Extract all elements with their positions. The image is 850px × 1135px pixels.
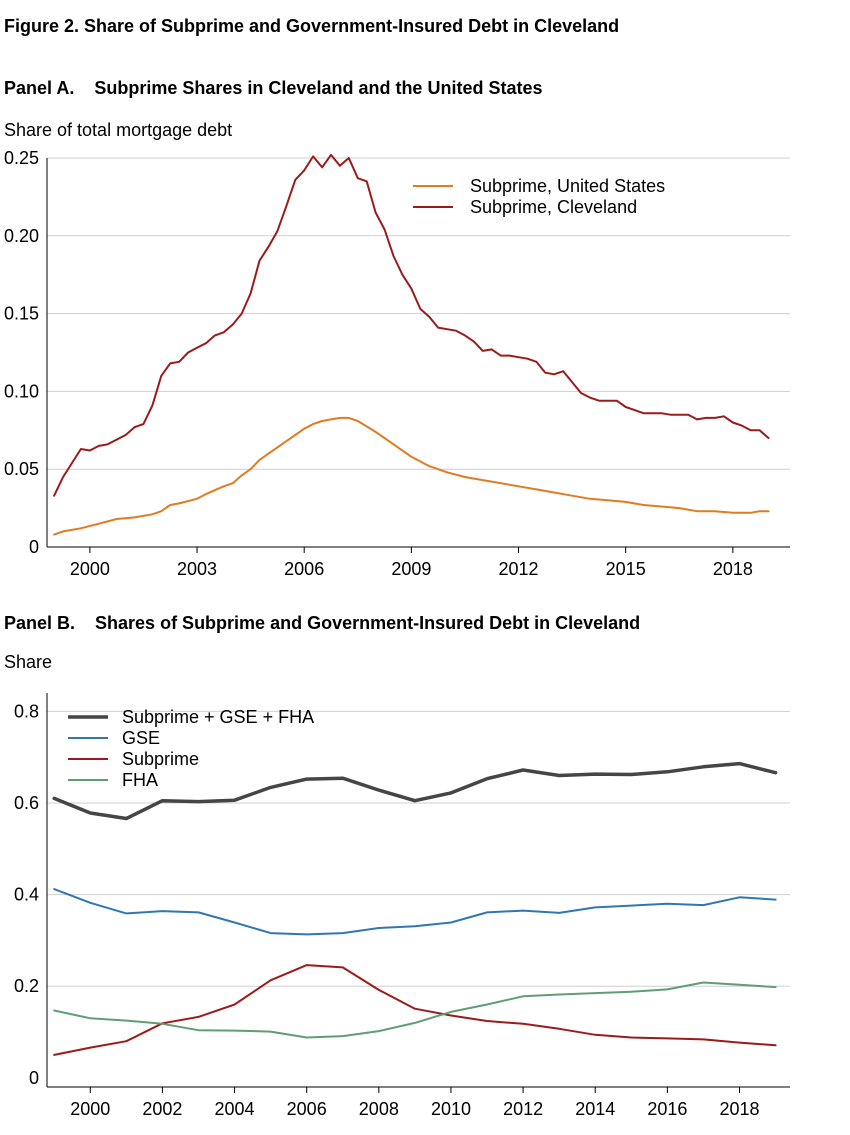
panel-a-x-tick-label: 2009 — [391, 559, 431, 579]
panel-b-x-tick-label: 2006 — [287, 1099, 327, 1119]
panel-a-y-tick-label: 0.25 — [4, 148, 39, 168]
panel-a-series-line-1 — [53, 416, 770, 536]
panel-b-y-tick-label: 0.4 — [14, 885, 39, 905]
panel-b-legend-label-3: Subprime — [122, 749, 199, 769]
panel-b-x-tick-label: 2008 — [359, 1099, 399, 1119]
panel-a-x-tick-label: 2015 — [606, 559, 646, 579]
panel-b-legend-label-1: Subprime + GSE + FHA — [122, 707, 314, 727]
panel-a-x-tick-label: 2012 — [498, 559, 538, 579]
panel-a-y-axis-label: Share of total mortgage debt — [4, 120, 233, 140]
panel-b-y-axis-label: Share — [4, 652, 53, 672]
panel-b-series-line-1 — [52, 761, 778, 821]
panel-a-x-tick-label: 2018 — [713, 559, 753, 579]
panel-b-x-tick-label: 2016 — [647, 1099, 687, 1119]
figure-title: Figure 2. Share of Subprime and Governme… — [4, 16, 620, 36]
panel-b-title: Panel B. Shares of Subprime and Governme… — [4, 613, 641, 633]
panel-b-x-tick-label: 2012 — [503, 1099, 543, 1119]
panel-b-y-tick-label: 0 — [29, 1068, 39, 1088]
panel-b-x-tick-label: 2014 — [575, 1099, 615, 1119]
panel-a-x-tick-label: 2003 — [177, 559, 217, 579]
panel-b-y-tick-label: 0.2 — [14, 976, 39, 996]
panel-b-x-tick-label: 2004 — [215, 1099, 255, 1119]
panel-a-title: Panel A. Subprime Shares in Cleveland an… — [4, 78, 543, 98]
panel-b-legend-label-2: GSE — [122, 728, 160, 748]
panel-b-y-tick-label: 0.8 — [14, 701, 39, 721]
panel-b-legend-label-4: FHA — [122, 770, 158, 790]
panel-a-y-tick-label: 0.05 — [4, 459, 39, 479]
panel-a-legend-label-2: Subprime, Cleveland — [470, 197, 637, 217]
panel-b-x-tick-label: 2000 — [70, 1099, 110, 1119]
panel-a-y-tick-label: 0.20 — [4, 226, 39, 246]
panel-a-y-tick-label: 0.15 — [4, 304, 39, 324]
panel-a-y-tick-label: 0 — [29, 537, 39, 557]
panel-a-x-tick-label: 2000 — [70, 559, 110, 579]
panel-a-legend-label-1: Subprime, United States — [470, 176, 665, 196]
panel-a-x-tick-label: 2006 — [284, 559, 324, 579]
panel-b-series-line-3 — [53, 964, 777, 1056]
panel-b-series-line-4 — [53, 981, 777, 1039]
panel-b-y-tick-label: 0.6 — [14, 793, 39, 813]
panel-b-series-line-2 — [53, 888, 777, 936]
panel-b-x-tick-label: 2010 — [431, 1099, 471, 1119]
panel-b-x-tick-label: 2002 — [142, 1099, 182, 1119]
panel-b-x-tick-label: 2018 — [719, 1099, 759, 1119]
panel-a-series-line-2 — [53, 153, 770, 497]
panel-a-y-tick-label: 0.10 — [4, 381, 39, 401]
